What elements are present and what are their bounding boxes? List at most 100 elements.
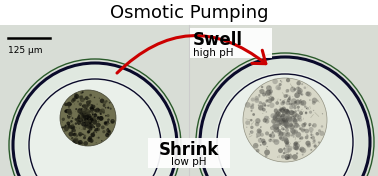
Circle shape	[93, 126, 95, 128]
Circle shape	[260, 127, 261, 128]
Circle shape	[90, 124, 94, 128]
Circle shape	[280, 107, 282, 110]
Circle shape	[270, 127, 271, 128]
Circle shape	[291, 134, 293, 137]
Circle shape	[287, 157, 289, 159]
Circle shape	[84, 118, 87, 121]
Circle shape	[283, 118, 288, 123]
Circle shape	[113, 122, 114, 123]
Circle shape	[265, 119, 269, 124]
Circle shape	[81, 122, 86, 127]
Circle shape	[272, 139, 276, 143]
Circle shape	[280, 118, 286, 123]
Circle shape	[283, 121, 288, 127]
Circle shape	[105, 133, 109, 137]
Circle shape	[86, 101, 91, 106]
Circle shape	[75, 111, 76, 112]
Circle shape	[84, 124, 88, 128]
Circle shape	[294, 103, 297, 106]
Circle shape	[76, 120, 79, 123]
Bar	[190, 28, 272, 58]
Circle shape	[301, 128, 305, 133]
Circle shape	[286, 94, 288, 97]
Circle shape	[88, 117, 89, 118]
Circle shape	[288, 113, 290, 116]
Circle shape	[307, 143, 311, 147]
Circle shape	[99, 116, 104, 121]
Circle shape	[97, 128, 98, 129]
Circle shape	[72, 129, 76, 132]
Circle shape	[73, 139, 77, 142]
Circle shape	[82, 104, 87, 108]
Circle shape	[283, 148, 285, 150]
Circle shape	[293, 111, 294, 112]
Circle shape	[285, 141, 289, 145]
Circle shape	[87, 117, 88, 118]
Circle shape	[94, 109, 98, 112]
Circle shape	[289, 97, 290, 98]
Circle shape	[289, 121, 290, 122]
Circle shape	[89, 102, 90, 104]
Circle shape	[283, 128, 285, 130]
Circle shape	[71, 99, 75, 103]
Circle shape	[280, 136, 285, 141]
Circle shape	[297, 115, 302, 119]
Circle shape	[256, 136, 259, 138]
Circle shape	[294, 101, 297, 104]
Circle shape	[286, 78, 290, 82]
Circle shape	[92, 117, 96, 121]
Circle shape	[297, 88, 303, 94]
Circle shape	[98, 109, 102, 113]
Circle shape	[294, 123, 299, 128]
Circle shape	[277, 114, 279, 115]
Circle shape	[80, 97, 85, 102]
Circle shape	[282, 136, 288, 142]
Circle shape	[292, 96, 293, 97]
Circle shape	[269, 96, 274, 101]
Circle shape	[291, 104, 292, 105]
Circle shape	[70, 125, 74, 129]
Circle shape	[297, 109, 299, 112]
Circle shape	[85, 136, 87, 137]
Circle shape	[286, 110, 290, 115]
Circle shape	[285, 143, 290, 148]
Circle shape	[88, 98, 90, 99]
Circle shape	[102, 104, 105, 107]
Circle shape	[87, 104, 90, 107]
Circle shape	[87, 126, 89, 128]
Circle shape	[291, 117, 292, 118]
Circle shape	[284, 119, 286, 121]
Circle shape	[81, 114, 84, 117]
Circle shape	[277, 86, 281, 90]
Circle shape	[265, 121, 266, 122]
Circle shape	[13, 63, 177, 176]
Circle shape	[300, 127, 304, 131]
Circle shape	[91, 105, 95, 109]
Circle shape	[68, 106, 70, 108]
Circle shape	[289, 102, 292, 105]
Circle shape	[303, 122, 307, 126]
Circle shape	[89, 126, 90, 127]
Circle shape	[309, 99, 311, 101]
Circle shape	[254, 96, 259, 100]
Circle shape	[88, 103, 89, 104]
Circle shape	[93, 114, 97, 117]
Circle shape	[90, 118, 93, 122]
Circle shape	[107, 128, 109, 130]
Circle shape	[251, 123, 252, 124]
Circle shape	[81, 92, 83, 94]
Circle shape	[71, 115, 72, 117]
Circle shape	[282, 106, 286, 111]
Circle shape	[86, 117, 89, 120]
Circle shape	[282, 132, 287, 137]
Circle shape	[262, 141, 266, 146]
Circle shape	[319, 131, 324, 136]
Circle shape	[301, 93, 303, 96]
Circle shape	[304, 129, 309, 133]
Circle shape	[86, 124, 88, 127]
Circle shape	[285, 135, 287, 137]
Circle shape	[286, 109, 289, 112]
Circle shape	[90, 107, 94, 111]
Circle shape	[259, 95, 260, 98]
Circle shape	[295, 123, 299, 127]
